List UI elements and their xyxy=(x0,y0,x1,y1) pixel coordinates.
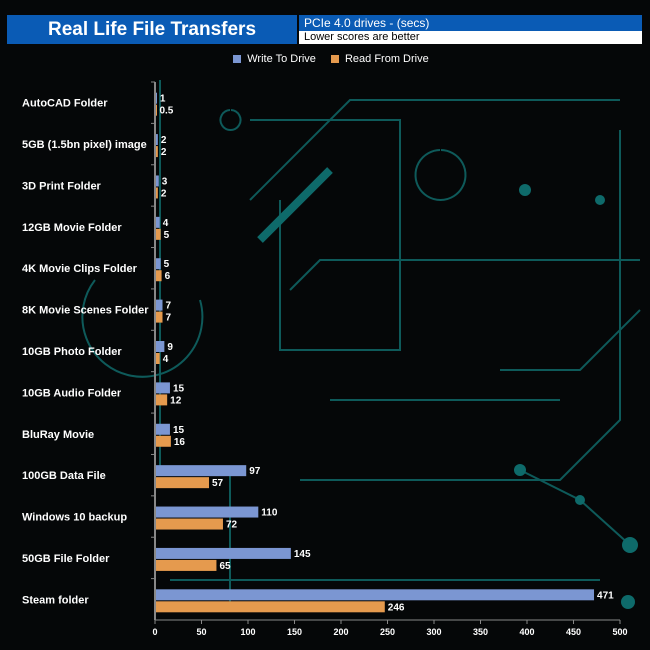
data-label: 5 xyxy=(164,230,170,241)
bar-write xyxy=(156,423,170,435)
bar-write xyxy=(156,341,165,352)
bar-read xyxy=(156,477,210,489)
bar-write xyxy=(156,134,158,146)
legend-swatch-write xyxy=(233,55,242,63)
x-tick-label: 300 xyxy=(426,627,441,637)
chart-title: Real Life File Transfers xyxy=(7,15,297,44)
data-label: 4 xyxy=(163,218,169,229)
bar-write xyxy=(156,258,161,270)
data-label: 6 xyxy=(165,271,171,282)
data-label: 1 xyxy=(160,94,166,105)
bar-write xyxy=(156,92,157,104)
category-label: 3D Print Folder xyxy=(22,180,102,192)
data-label: 15 xyxy=(173,383,185,394)
category-label: 12GB Movie Folder xyxy=(22,222,122,234)
bar-write xyxy=(156,175,159,187)
bar-read xyxy=(156,435,171,447)
category-label: 100GB Data File xyxy=(22,470,106,482)
data-label: 57 xyxy=(212,478,224,489)
legend-label-read: Read From Drive xyxy=(344,53,429,65)
x-tick-label: 0 xyxy=(152,627,157,637)
legend-label-write: Write To Drive xyxy=(247,53,316,65)
data-label: 5 xyxy=(164,259,170,270)
data-label: 2 xyxy=(161,147,167,158)
category-label: Steam folder xyxy=(22,594,89,606)
bar-read xyxy=(156,228,161,240)
bar-write xyxy=(156,506,259,518)
bar-read xyxy=(156,146,158,158)
data-label: 4 xyxy=(163,354,169,365)
legend: Write To Drive Read From Drive xyxy=(0,53,650,65)
data-label: 0.5 xyxy=(159,106,173,117)
category-label: 8K Movie Scenes Folder xyxy=(22,305,149,317)
x-tick-label: 500 xyxy=(612,627,627,637)
data-label: 3 xyxy=(162,176,168,187)
bar-write xyxy=(156,465,247,477)
x-tick-label: 450 xyxy=(566,627,581,637)
bar-write xyxy=(156,382,170,394)
data-label: 2 xyxy=(161,188,167,199)
data-label: 145 xyxy=(294,549,311,560)
data-label: 246 xyxy=(388,602,405,613)
data-label: 72 xyxy=(226,520,238,531)
category-label: BluRay Movie xyxy=(22,429,94,441)
category-label: AutoCAD Folder xyxy=(22,98,108,110)
data-label: 471 xyxy=(597,590,614,601)
category-label: 10GB Photo Folder xyxy=(22,346,122,358)
bar-read xyxy=(156,394,168,406)
bar-write xyxy=(156,547,291,559)
category-label: 10GB Audio Folder xyxy=(22,387,122,399)
data-label: 12 xyxy=(170,395,182,406)
bar-read xyxy=(156,187,158,199)
bar-read xyxy=(156,518,223,530)
x-tick-label: 100 xyxy=(240,627,255,637)
data-label: 2 xyxy=(161,135,167,146)
bar-read xyxy=(156,104,157,116)
data-label: 7 xyxy=(166,313,172,324)
category-label: 50GB File Folder xyxy=(22,553,110,565)
category-label: 5GB (1.5bn pixel) image xyxy=(22,139,147,151)
data-label: 9 xyxy=(167,342,173,353)
data-label: 15 xyxy=(173,425,185,436)
bar-write xyxy=(156,216,160,228)
chart-subtitle: PCIe 4.0 drives - (secs) xyxy=(299,15,642,31)
bar-write xyxy=(156,589,595,601)
bar-read xyxy=(156,353,160,364)
x-tick-label: 350 xyxy=(473,627,488,637)
bar-read xyxy=(156,601,385,613)
data-label: 110 xyxy=(261,508,278,519)
data-label: 65 xyxy=(219,561,231,572)
x-tick-label: 150 xyxy=(287,627,302,637)
x-tick-label: 200 xyxy=(333,627,348,637)
bar-read xyxy=(156,311,163,323)
chart-note: Lower scores are better xyxy=(299,31,642,44)
category-label: 4K Movie Clips Folder xyxy=(22,263,138,275)
x-tick-label: 400 xyxy=(519,627,534,637)
bar-write xyxy=(156,299,163,311)
legend-swatch-read xyxy=(330,55,339,63)
bar-read xyxy=(156,559,217,571)
category-label: Windows 10 backup xyxy=(22,512,127,524)
x-tick-label: 250 xyxy=(380,627,395,637)
data-label: 97 xyxy=(249,466,261,477)
bar-read xyxy=(156,270,162,282)
data-label: 7 xyxy=(166,301,172,312)
x-tick-label: 50 xyxy=(196,627,206,637)
data-label: 16 xyxy=(174,437,186,448)
